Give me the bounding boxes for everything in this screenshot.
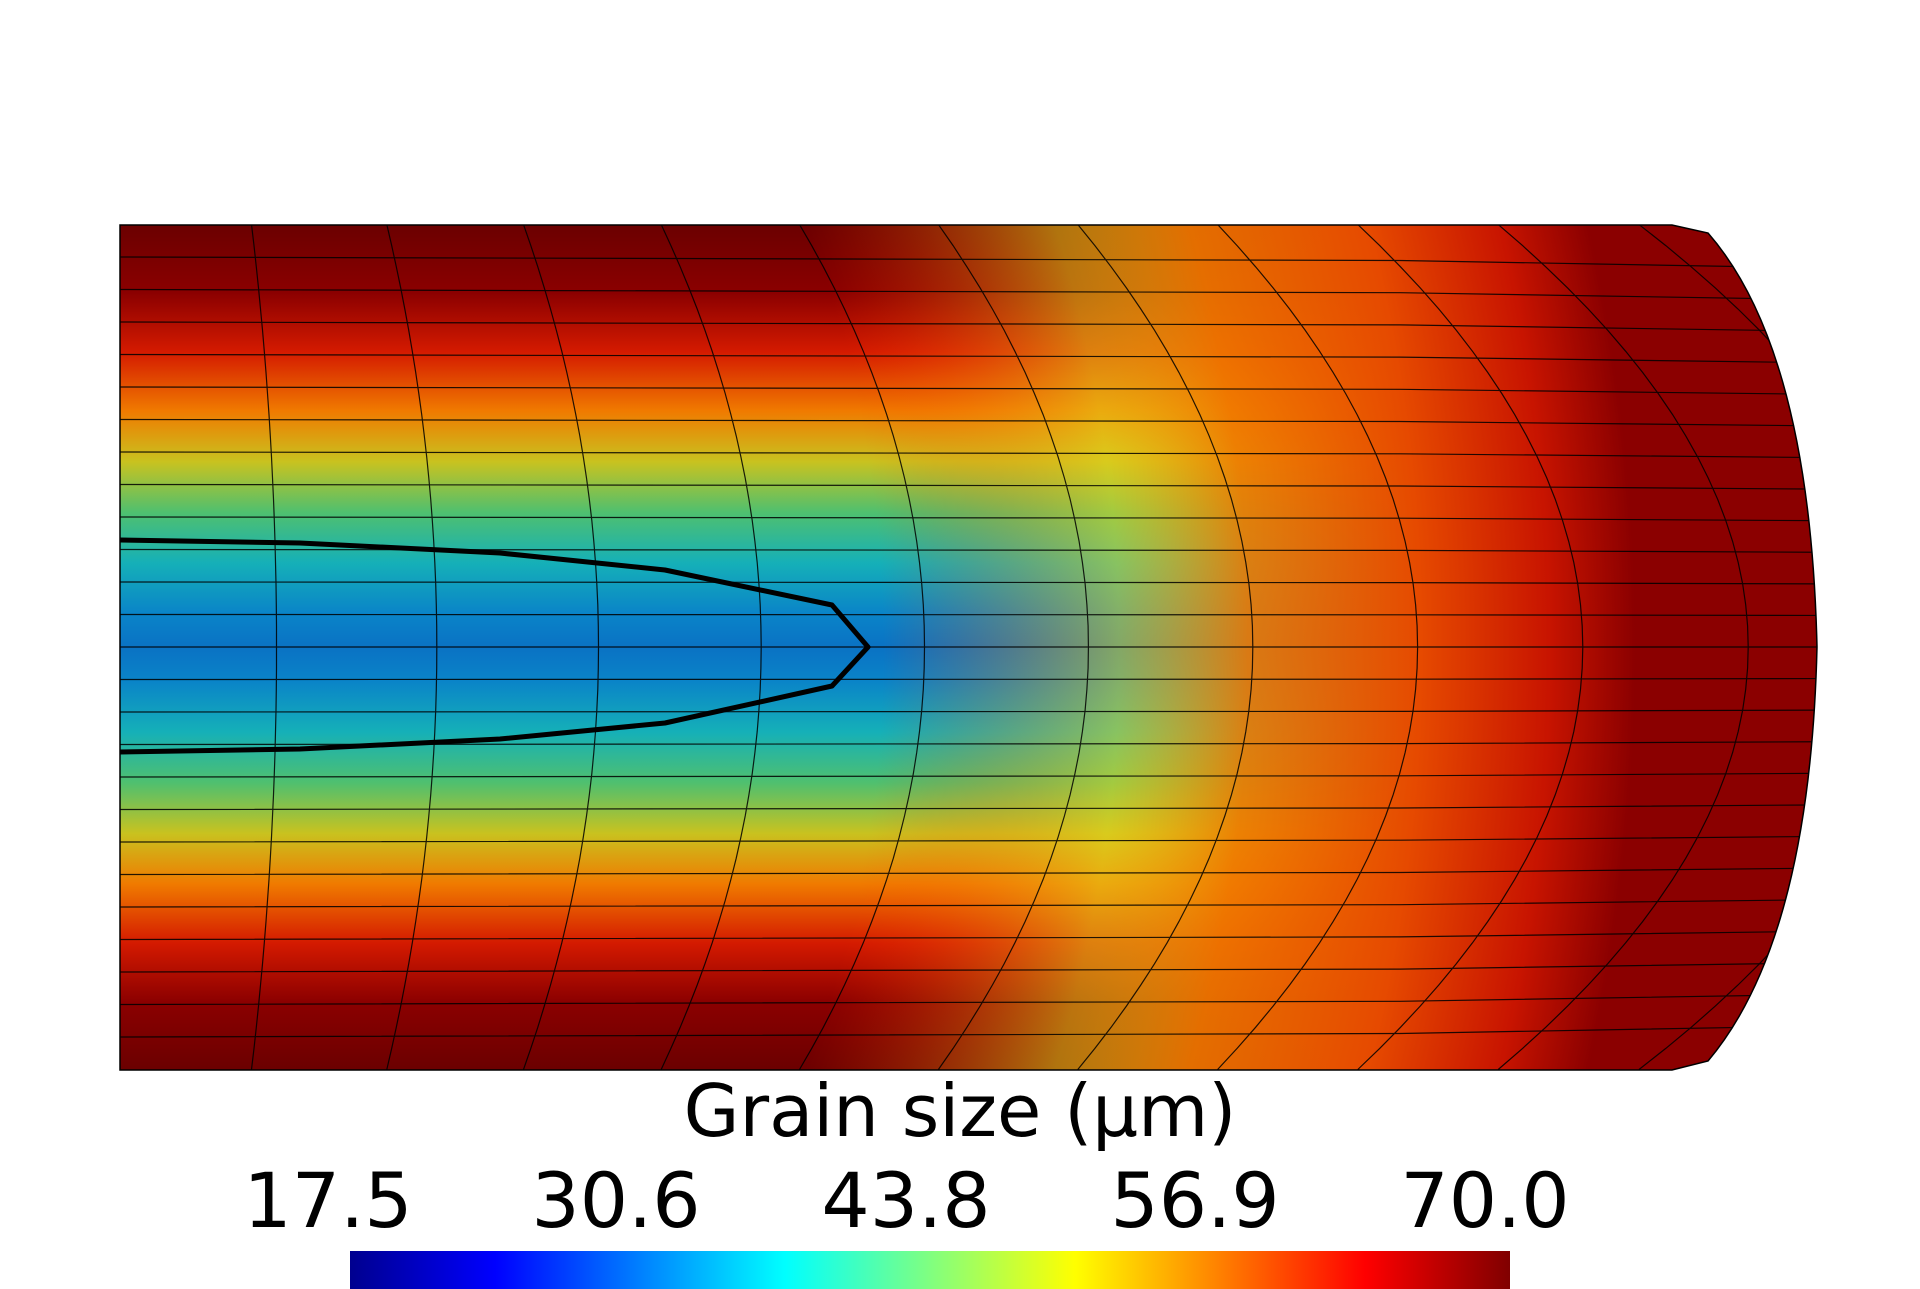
mesh-row-line <box>120 804 1817 811</box>
mesh-row-line <box>120 741 1817 746</box>
mesh-row-line <box>120 835 1817 843</box>
colorbar-tick-label: 43.8 <box>821 1156 991 1245</box>
mesh-row-line <box>120 353 1817 364</box>
mesh-row-line <box>120 961 1817 973</box>
mesh-row-line <box>120 418 1817 427</box>
mesh-row-line <box>120 386 1817 396</box>
colorbar-tick-label: 17.5 <box>243 1156 413 1245</box>
legend-title: Grain size (μm) <box>683 1069 1237 1153</box>
mesh-row-line <box>120 772 1817 778</box>
field-right-overlay <box>120 225 1817 1070</box>
colorbar-tick-label: 70.0 <box>1400 1156 1570 1245</box>
mesh-row-line <box>120 516 1817 522</box>
mesh-grid <box>120 225 1817 1070</box>
colorbar-tick-label: 30.6 <box>531 1156 701 1245</box>
mesh-row-line <box>120 256 1817 270</box>
colorbar-tick-label: 56.9 <box>1110 1156 1280 1245</box>
mesh-row-line <box>120 709 1817 713</box>
mesh-row-line <box>120 613 1817 617</box>
mesh-row-line <box>120 581 1817 585</box>
mesh-row-line <box>120 677 1817 681</box>
mesh-row-line <box>120 288 1817 301</box>
mesh-row-line <box>120 483 1817 490</box>
mesh-row-line <box>120 867 1817 876</box>
domain-outline <box>119 224 1818 1071</box>
contour-line <box>119 537 871 755</box>
mesh-row-line <box>120 930 1817 941</box>
mesh-row-line <box>120 548 1817 553</box>
mesh-row-line <box>120 993 1817 1006</box>
mesh-row-line <box>120 321 1817 333</box>
mesh-row-line <box>120 898 1817 908</box>
colorbar <box>350 1251 1510 1289</box>
mesh-row-line <box>120 1024 1817 1038</box>
mesh-row-line <box>120 451 1817 459</box>
